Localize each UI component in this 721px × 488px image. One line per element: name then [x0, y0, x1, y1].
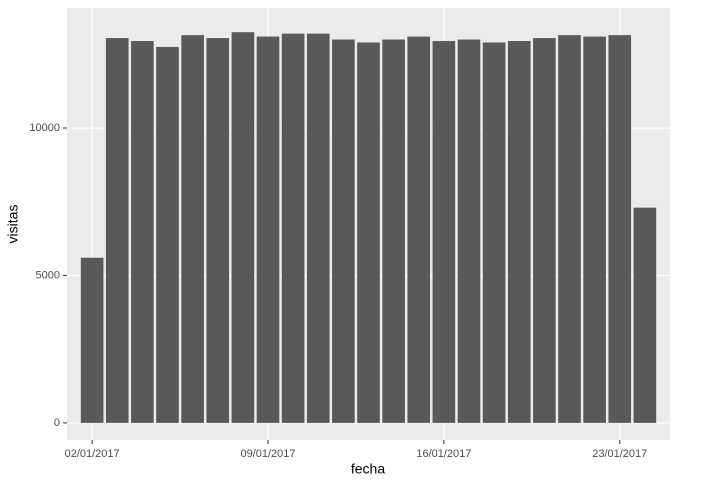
bar: [80, 257, 104, 423]
x-axis-title: fecha: [351, 461, 385, 477]
bar: [256, 36, 280, 423]
x-tick-label: 23/01/2017: [592, 448, 647, 460]
bar: [583, 36, 606, 423]
bar: [131, 41, 154, 423]
bar: [156, 46, 179, 423]
bar: [407, 36, 431, 423]
bar: [482, 42, 506, 423]
y-axis-title: visitas: [5, 205, 21, 244]
bar: [507, 41, 531, 423]
bar: [206, 38, 230, 423]
y-tick-label: 0: [54, 417, 60, 429]
x-tick-label: 16/01/2017: [416, 448, 471, 460]
bar: [382, 39, 405, 423]
bar: [231, 32, 255, 423]
bar: [457, 39, 481, 423]
bar: [357, 42, 380, 423]
y-tick-label: 5000: [36, 269, 60, 281]
bar: [558, 35, 581, 423]
bar: [105, 38, 129, 423]
bar: [181, 35, 204, 423]
bar: [633, 207, 657, 423]
bar: [432, 41, 456, 423]
bar: [533, 38, 556, 423]
bar: [332, 39, 355, 423]
bar: [281, 33, 305, 423]
bar: [608, 35, 632, 423]
x-tick-label: 02/01/2017: [65, 448, 120, 460]
bar: [306, 33, 330, 423]
y-tick-label: 10000: [29, 122, 60, 134]
x-tick-label: 09/01/2017: [240, 448, 295, 460]
